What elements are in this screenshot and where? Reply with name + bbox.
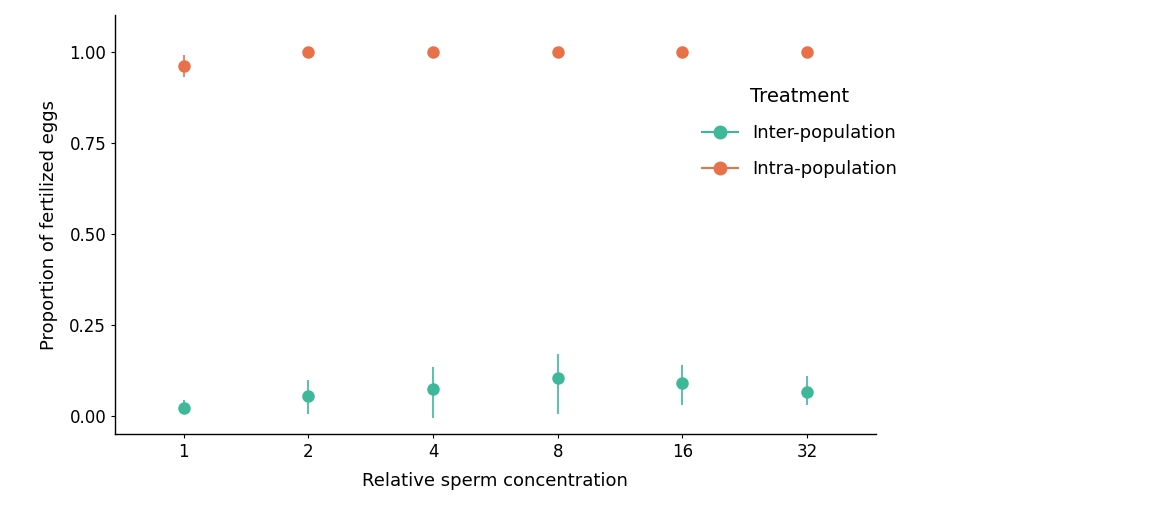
X-axis label: Relative sperm concentration: Relative sperm concentration xyxy=(363,473,628,491)
Y-axis label: Proportion of fertilized eggs: Proportion of fertilized eggs xyxy=(40,100,59,350)
Legend: Inter-population, Intra-population: Inter-population, Intra-population xyxy=(702,87,897,178)
